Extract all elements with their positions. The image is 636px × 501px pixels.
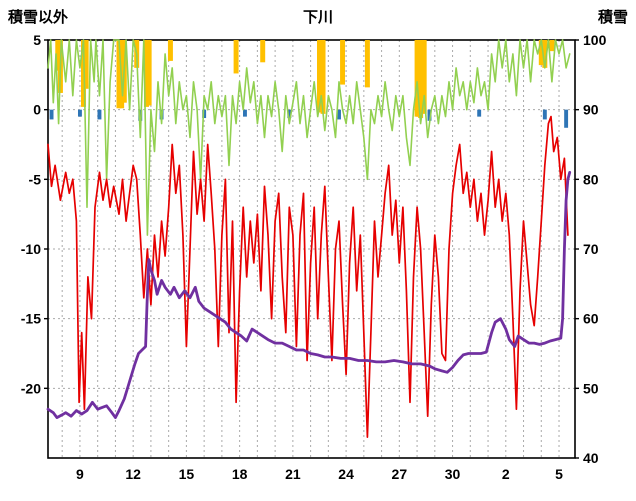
green-series (47, 39, 571, 236)
temperature-series (47, 115, 569, 438)
right-axis-title: 積雪 (597, 9, 628, 26)
right-tick-label: 70 (583, 241, 599, 257)
right-tick-label: 60 (583, 311, 599, 327)
x-tick-label: 9 (76, 466, 84, 482)
x-tick-label: 2 (502, 466, 510, 482)
snow-depth-series (46, 170, 572, 420)
x-tick-label: 5 (555, 466, 563, 482)
left-tick-label: 0 (33, 102, 41, 118)
chart-title: 下川 (302, 9, 333, 26)
right-tick-label: 100 (583, 32, 607, 48)
left-axis-title: 積雪以外 (8, 9, 69, 26)
left-tick-label: -20 (21, 380, 41, 396)
left-tick-label: 5 (33, 32, 41, 48)
x-tick-label: 12 (125, 466, 141, 482)
right-tick-label: 90 (583, 102, 599, 118)
left-tick-label: -5 (29, 171, 42, 187)
left-tick-label: -10 (21, 241, 41, 257)
x-tick-label: 15 (179, 466, 195, 482)
x-tick-label: 27 (392, 466, 408, 482)
right-tick-label: 50 (583, 380, 599, 396)
x-tick-label: 21 (285, 466, 301, 482)
x-tick-label: 24 (338, 466, 354, 482)
left-tick-label: -15 (21, 311, 41, 327)
right-tick-label: 40 (583, 450, 599, 466)
right-tick-label: 80 (583, 171, 599, 187)
x-tick-label: 30 (445, 466, 461, 482)
x-tick-label: 18 (232, 466, 248, 482)
